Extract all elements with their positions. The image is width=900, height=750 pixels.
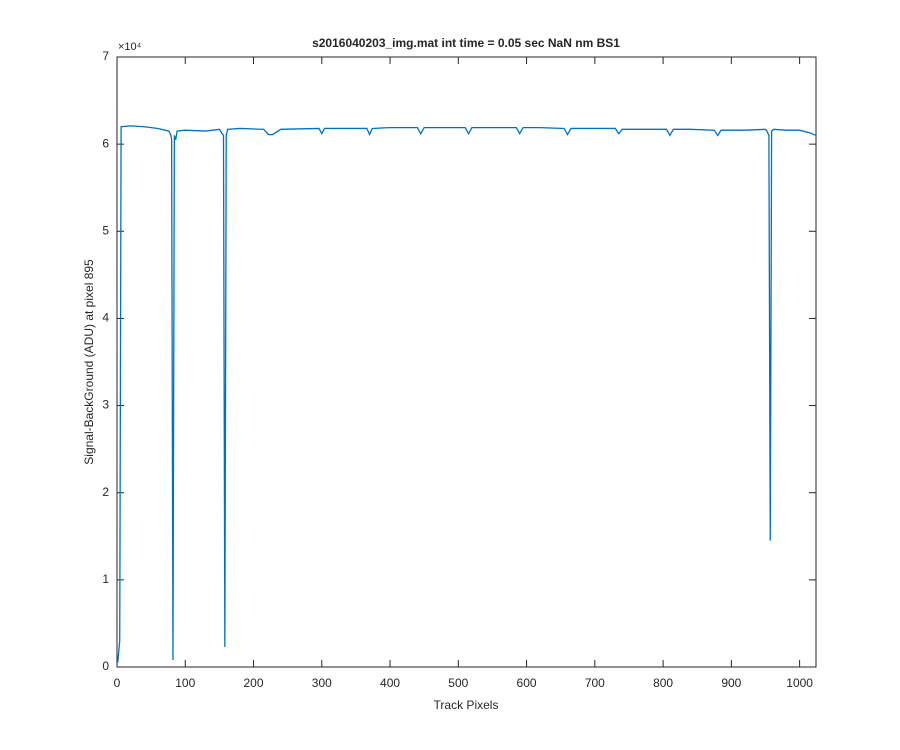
y-tick-label: 6 — [102, 136, 109, 150]
y-tick-label: 1 — [102, 572, 109, 586]
y-axis-label: Signal-BackGround (ADU) at pixel 895 — [82, 259, 96, 465]
x-tick-label: 1000 — [786, 676, 813, 690]
x-tick-label: 200 — [244, 676, 264, 690]
y-tick-label: 4 — [102, 311, 109, 325]
x-tick-label: 300 — [312, 676, 332, 690]
y-tick-label: 2 — [102, 485, 109, 499]
x-tick-label: 600 — [517, 676, 537, 690]
y-exponent: ×10⁴ — [118, 41, 142, 53]
data-line — [117, 125, 817, 663]
y-tick-label: 5 — [102, 223, 109, 237]
x-tick-label: 900 — [721, 676, 741, 690]
y-tick-label: 3 — [102, 398, 109, 412]
x-axis-label: Track Pixels — [434, 698, 499, 712]
x-tick-label: 800 — [653, 676, 673, 690]
x-tick-label: 500 — [448, 676, 468, 690]
chart-title: s2016040203_img.mat int time = 0.05 sec … — [312, 36, 620, 50]
x-tick-label: 700 — [585, 676, 605, 690]
x-tick-label: 0 — [114, 676, 121, 690]
y-tick-label: 7 — [102, 49, 109, 63]
x-tick-label: 100 — [175, 676, 195, 690]
y-tick-label: 0 — [102, 659, 109, 673]
plot-frame — [116, 56, 817, 668]
x-tick-label: 400 — [380, 676, 400, 690]
